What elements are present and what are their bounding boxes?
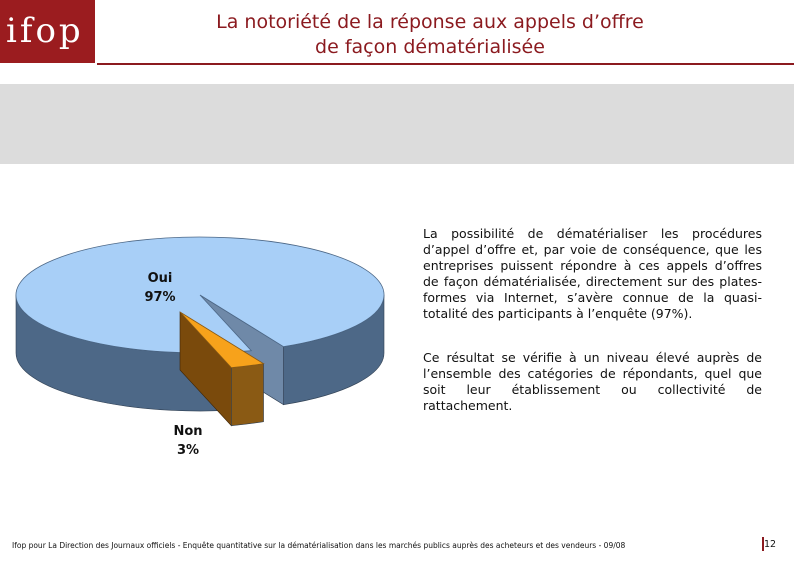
page-number: 12 [764,539,777,550]
ifop-logo: ifop [0,0,95,63]
footer-marker [762,537,764,551]
title-line-1: La notoriété de la réponse aux appels d’… [216,11,644,33]
paragraph-result: Ce résultat se vérifie à un niveau élevé… [423,350,762,413]
pie-side-non-wall [231,363,264,427]
pie-top-non [179,311,265,369]
pie-chart: Oui 97% Non 3% [15,236,385,458]
title-line-2: de façon dématérialisée [315,36,545,58]
page-title: La notoriété de la réponse aux appels d’… [120,10,740,60]
paragraph-notoriety: La possibilité de dématérialiser les pro… [423,226,762,321]
pie-top-oui [15,236,385,354]
pie-label-oui: Oui 97% [144,271,175,305]
pie-slice-non [179,311,265,427]
footer-source: Ifop pour La Direction des Journaux offi… [12,541,626,550]
logo-text: ifop [6,11,84,51]
title-divider [97,63,794,65]
pie-label-non: Non 3% [173,424,202,458]
gray-banner [0,84,794,164]
